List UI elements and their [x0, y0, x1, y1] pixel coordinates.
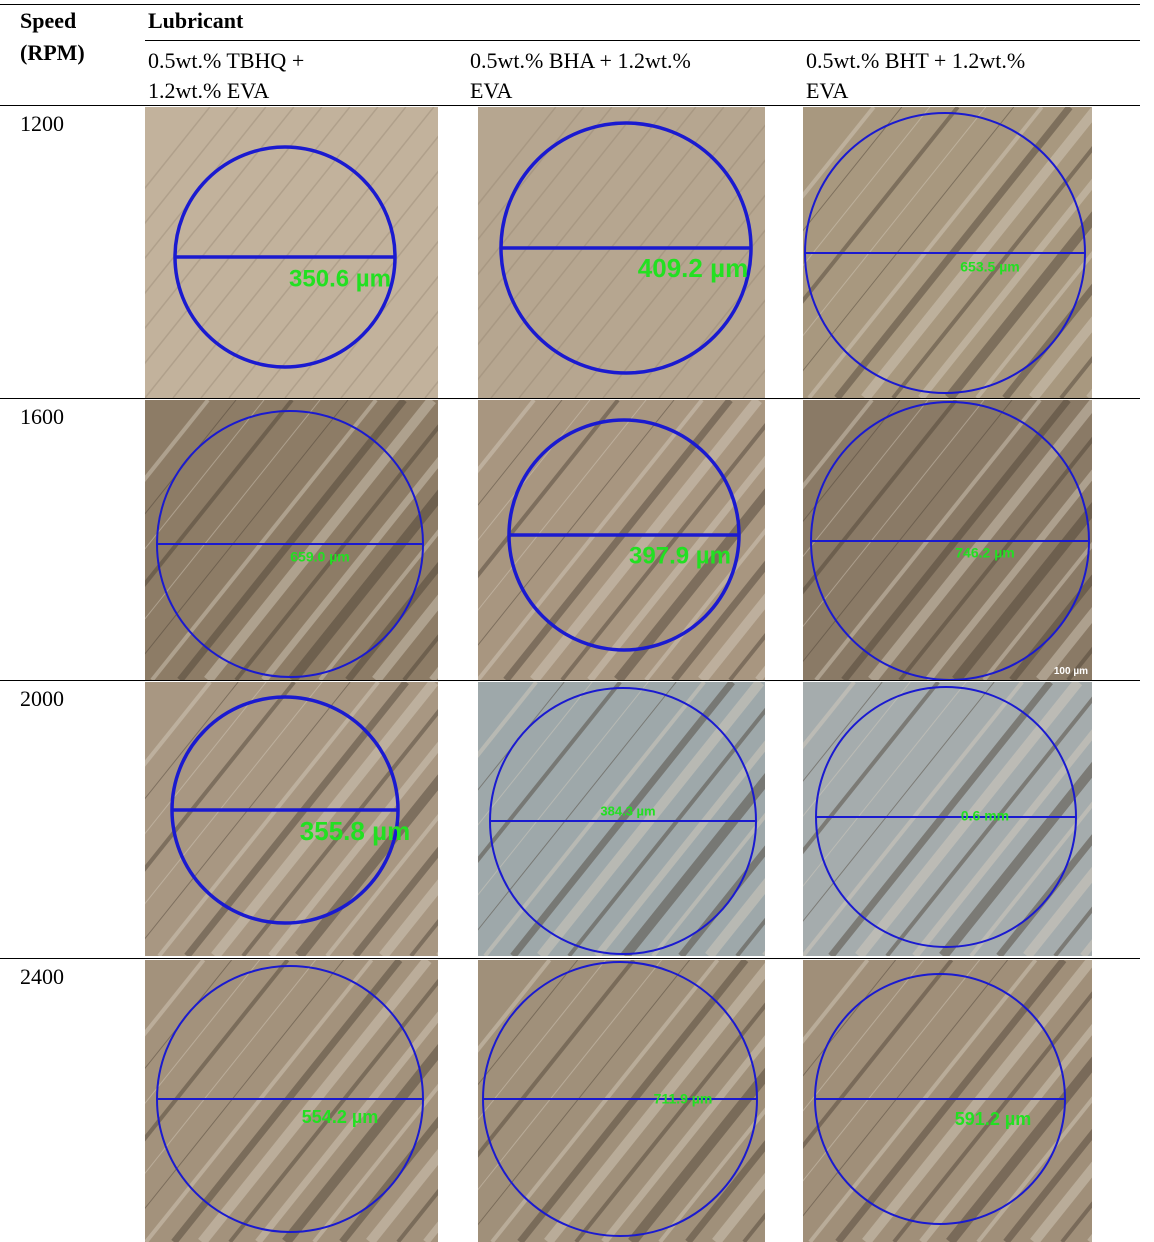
- column-header: EVA: [470, 76, 512, 106]
- micrograph: 384.3 µm: [478, 682, 765, 956]
- scale-bar-label: 100 µm: [1054, 666, 1088, 677]
- micrograph: 409.2 µm: [478, 107, 765, 398]
- unit-header: (RPM): [20, 38, 85, 68]
- speed-cell: 1200: [20, 109, 64, 139]
- row-rule: [0, 398, 1140, 399]
- micrograph: 350.6 µm: [145, 107, 438, 398]
- micrograph: 711.9 µm: [478, 960, 765, 1242]
- diameter-label: 591.2 µm: [955, 1109, 1031, 1129]
- row-rule: [0, 958, 1140, 959]
- column-header: 1.2wt.% EVA: [148, 76, 269, 106]
- column-header: 0.5wt.% BHT + 1.2wt.%: [806, 46, 1025, 76]
- micrograph: 659.0 µm: [145, 400, 438, 680]
- speed-cell: 2400: [20, 962, 64, 992]
- header-rule: [145, 40, 1140, 41]
- diameter-label: 659.0 µm: [290, 549, 349, 565]
- diameter-label: 409.2 µm: [638, 253, 748, 283]
- micrograph: 653.5 µm: [803, 107, 1092, 398]
- diameter-label: 355.8 µm: [300, 816, 410, 846]
- micrograph: 746.2 µm 100 µm: [803, 400, 1092, 680]
- diameter-label: 711.9 µm: [654, 1091, 713, 1107]
- column-header: EVA: [806, 76, 848, 106]
- table-page: Speed (RPM) Lubricant 0.5wt.% TBHQ +1.2w…: [0, 0, 1154, 1242]
- diameter-label: 397.9 µm: [629, 542, 731, 569]
- lubricant-header: Lubricant: [148, 6, 243, 36]
- micrograph: 0.6 mm: [803, 682, 1092, 956]
- column-header: 0.5wt.% TBHQ +: [148, 46, 304, 76]
- micrograph: 355.8 µm: [145, 682, 438, 956]
- column-header: 0.5wt.% BHA + 1.2wt.%: [470, 46, 691, 76]
- micrograph: 554.2 µm: [145, 960, 438, 1242]
- top-rule: [0, 4, 1140, 5]
- speed-cell: 2000: [20, 684, 64, 714]
- header-bottom-rule: [0, 105, 1140, 106]
- micrograph: 397.9 µm: [478, 400, 765, 680]
- diameter-label: 384.3 µm: [600, 803, 655, 818]
- diameter-label: 653.5 µm: [960, 259, 1019, 275]
- diameter-label: 554.2 µm: [302, 1107, 378, 1127]
- speed-header: Speed: [20, 6, 76, 36]
- micrograph: 591.2 µm: [803, 960, 1092, 1242]
- diameter-label: 746.2 µm: [955, 545, 1014, 561]
- row-rule: [0, 680, 1140, 681]
- diameter-label: 0.6 mm: [961, 808, 1009, 824]
- speed-cell: 1600: [20, 402, 64, 432]
- diameter-label: 350.6 µm: [289, 265, 391, 292]
